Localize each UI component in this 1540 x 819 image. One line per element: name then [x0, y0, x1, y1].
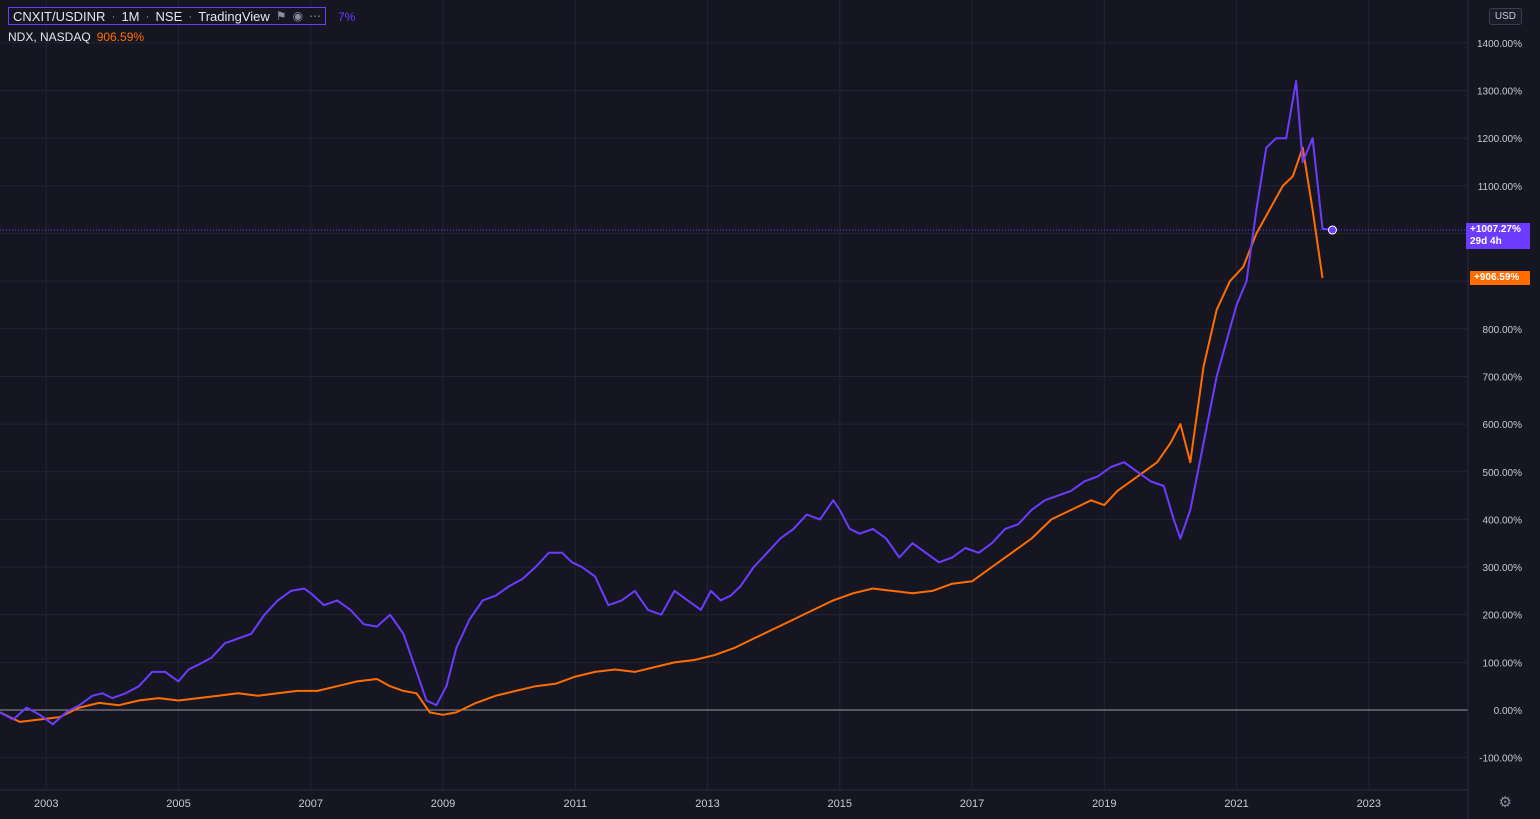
compare-value: 906.59% — [96, 30, 145, 44]
y-tick-label: 0.00% — [1494, 706, 1522, 717]
y-tick-label: -100.00% — [1479, 754, 1522, 765]
source-label: TradingView — [198, 8, 270, 24]
ndx-series-line[interactable] — [0, 146, 1324, 723]
currency-unit-button[interactable]: USD — [1488, 8, 1522, 25]
x-tick-label: 2005 — [166, 798, 190, 810]
grid — [0, 0, 1468, 790]
series-group — [0, 80, 1337, 726]
cnxit-last-value: +1007.27% — [1470, 224, 1521, 235]
bar-countdown: 29d 4h — [1470, 236, 1502, 247]
x-tick-label: 2003 — [34, 798, 58, 810]
more-icon[interactable]: ⋯ — [309, 9, 322, 23]
y-tick-label: 200.00% — [1483, 611, 1523, 622]
y-tick-label: 1100.00% — [1478, 182, 1522, 193]
compare-symbol-label[interactable]: NDX, NASDAQ — [8, 30, 91, 44]
eye-icon[interactable]: ◉ — [292, 9, 304, 23]
flag-icon[interactable]: ⚑ — [275, 9, 287, 23]
y-tick-label: 100.00% — [1483, 658, 1523, 669]
x-tick-label: 2007 — [299, 798, 323, 810]
exchange-label: NSE — [155, 8, 183, 24]
x-tick-label: 2011 — [563, 798, 587, 810]
gear-icon[interactable]: ⚙ — [1498, 794, 1512, 811]
x-tick-label: 2013 — [695, 798, 719, 810]
y-tick-label: 400.00% — [1483, 515, 1523, 526]
y-tick-label: 800.00% — [1483, 325, 1523, 336]
y-tick-label: 1200.00% — [1477, 134, 1522, 145]
y-tick-label: 700.00% — [1483, 372, 1523, 383]
compare-series-legend[interactable]: NDX, NASDAQ 906.59% — [8, 30, 144, 44]
time-scale[interactable]: 2003 2005 2007 2009 2011 2013 2015 2017 2019 2021… — [34, 798, 1381, 810]
main-series-value: 7% — [338, 10, 356, 24]
cnxit-last-value-tag: +1007.27% 29d 4h — [1466, 223, 1530, 249]
main-series-legend[interactable]: CNXIT/USDINR · 1M · NSE · TradingView ⚑ … — [8, 7, 327, 25]
x-tick-label: 2009 — [431, 798, 455, 810]
y-tick-label: 300.00% — [1483, 563, 1523, 574]
cnxit-last-point — [1327, 225, 1337, 235]
x-tick-label: 2019 — [1092, 798, 1116, 810]
x-tick-label: 2021 — [1224, 798, 1248, 810]
x-tick-label: 2015 — [828, 798, 852, 810]
y-tick-label: 1400.00% — [1477, 39, 1522, 50]
x-tick-label: 2017 — [960, 798, 984, 810]
x-tick-label: 2023 — [1357, 798, 1381, 810]
y-tick-label: 600.00% — [1483, 420, 1523, 431]
y-tick-label: 500.00% — [1483, 468, 1523, 479]
ndx-last-value-tag: +906.59% — [1470, 271, 1530, 285]
interval-label: 1M — [121, 8, 140, 24]
cnxit-series-line[interactable] — [0, 80, 1333, 726]
symbol-label[interactable]: CNXIT/USDINR — [13, 8, 106, 24]
y-tick-label: 1300.00% — [1477, 87, 1522, 98]
